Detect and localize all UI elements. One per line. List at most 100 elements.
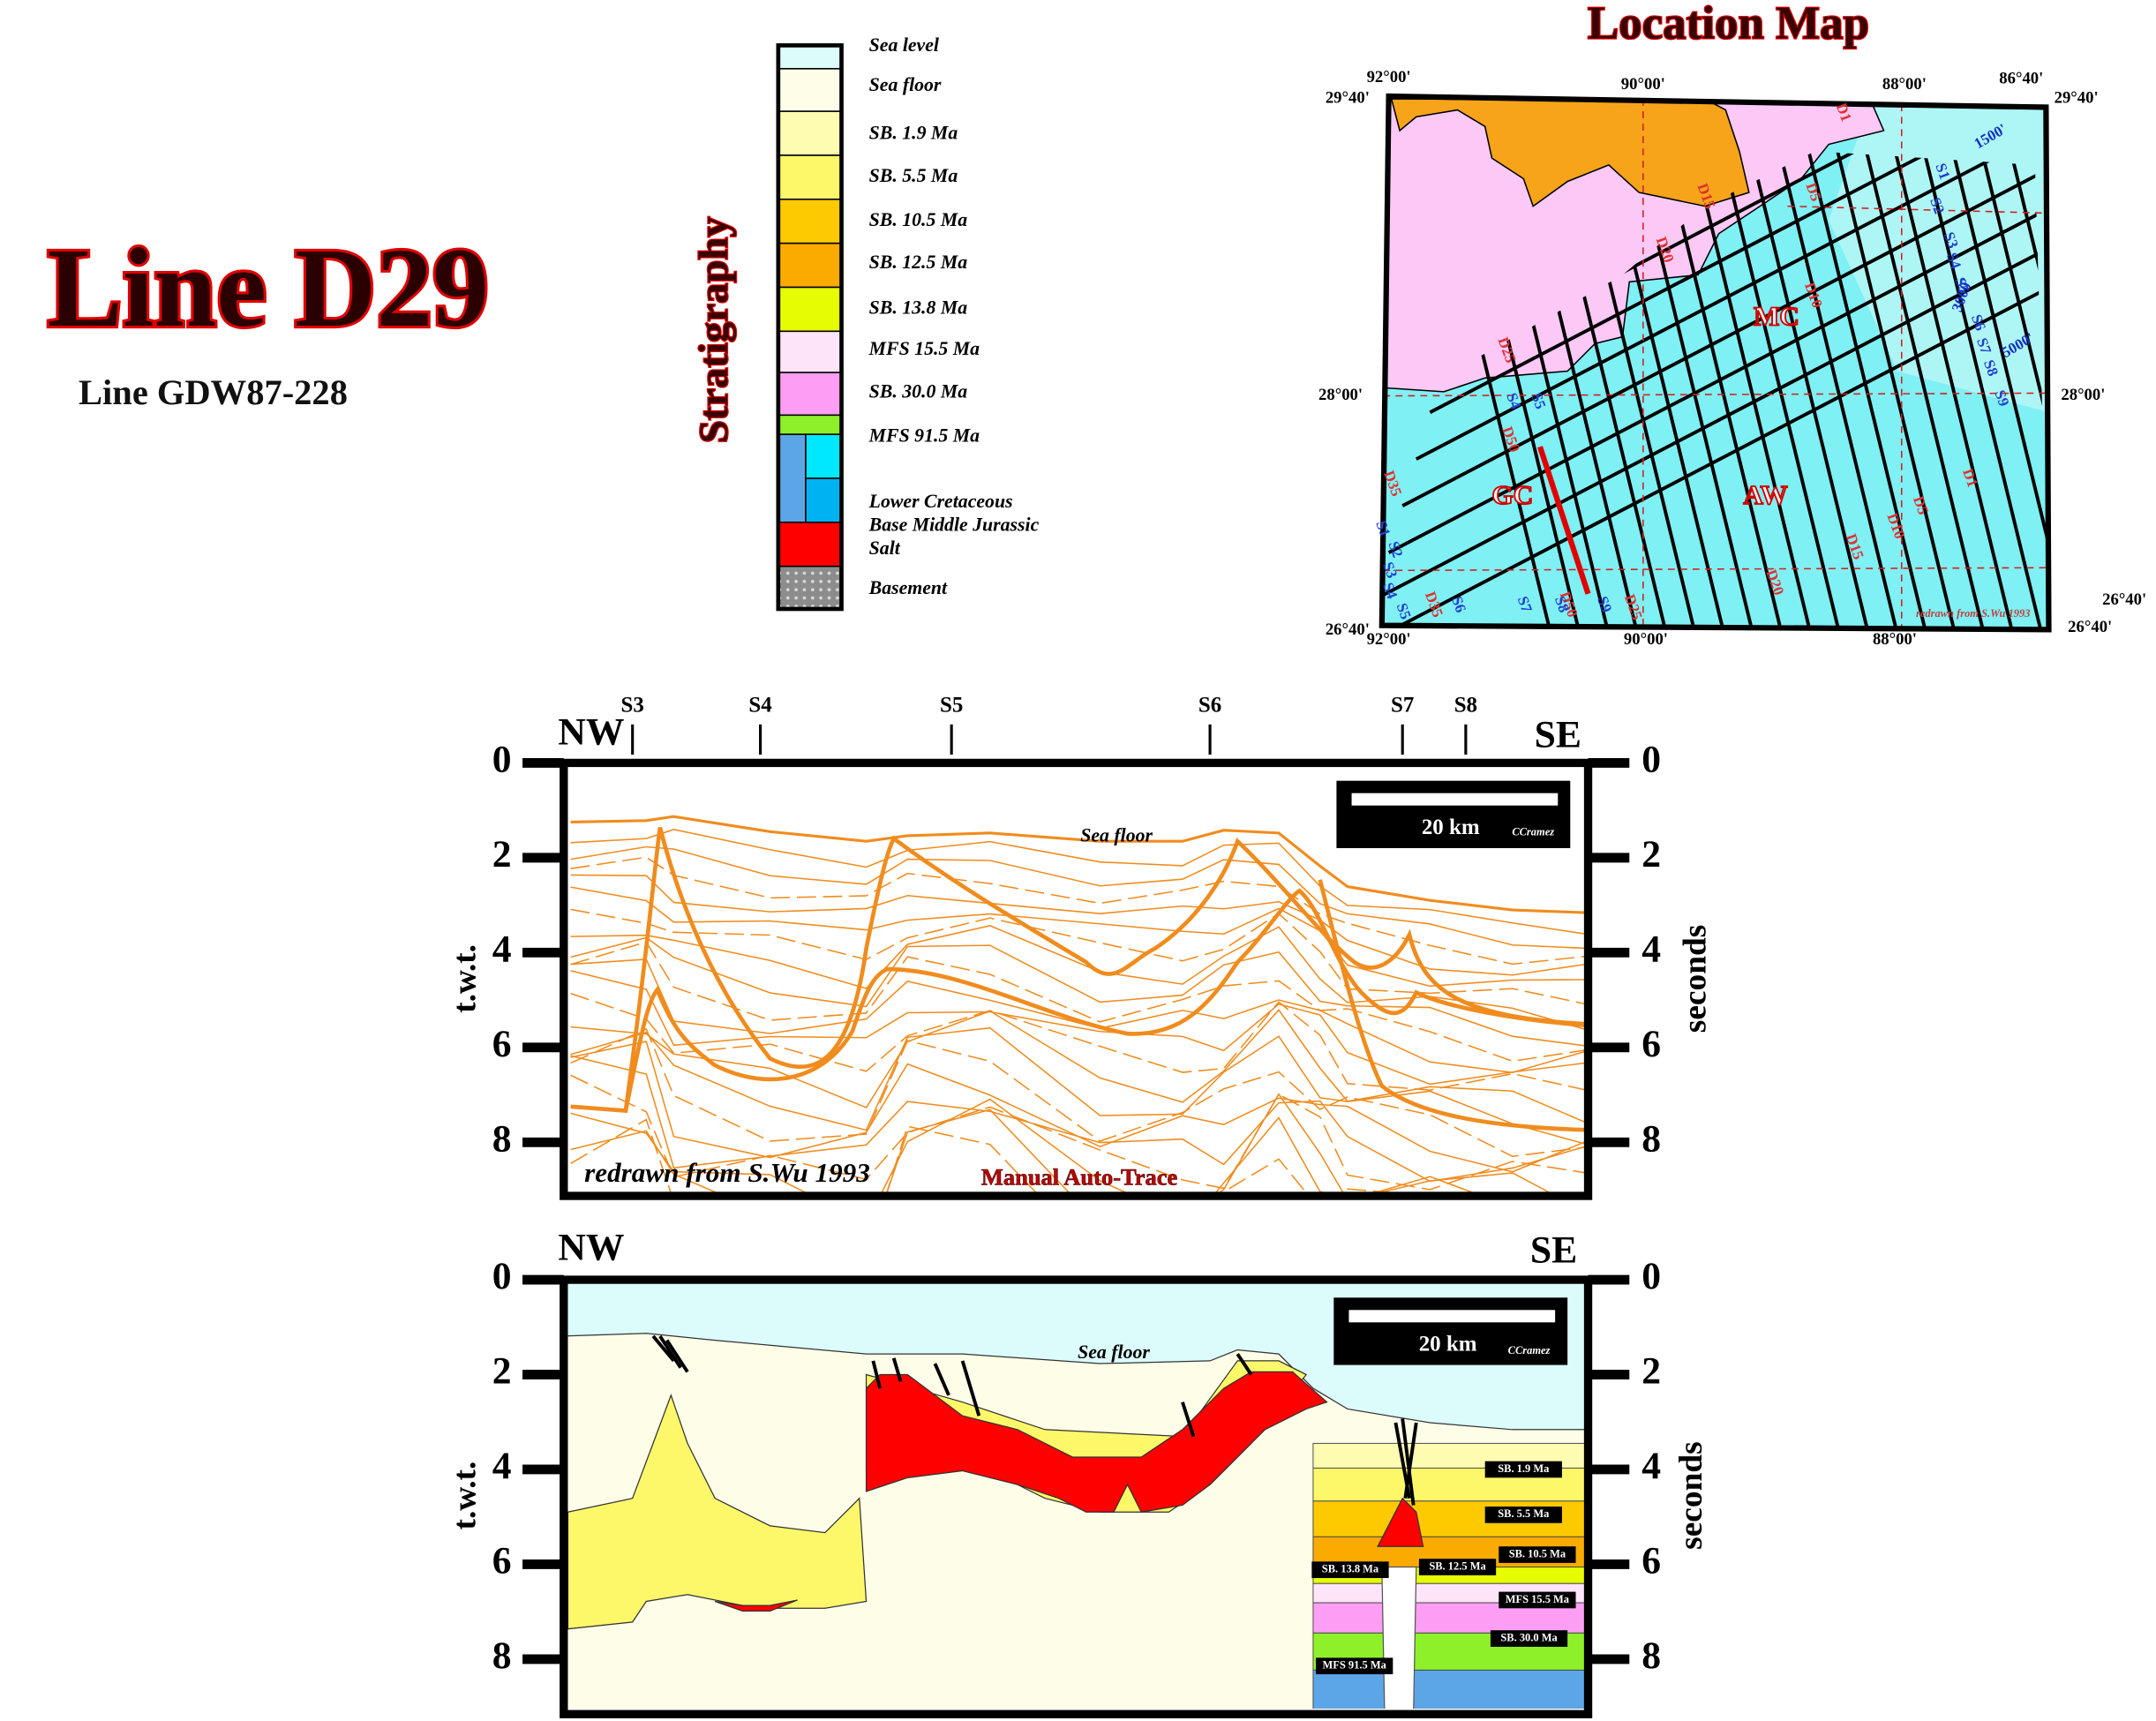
tick-label: 0 (1641, 1255, 1661, 1297)
map-label: 26°40' (2068, 618, 2112, 636)
strat-label: SB. 12.5 Ma (869, 252, 968, 273)
survey-line (1948, 151, 2049, 630)
survey-line (1381, 243, 2049, 630)
map-label: S7 (1514, 594, 1536, 615)
map-label: S3 (1941, 229, 1962, 250)
author: CCramez (1508, 1344, 1551, 1357)
scale-bar (1348, 1310, 1556, 1323)
strat-label: MFS 91.5 Ma (868, 425, 980, 446)
map-label: S6 (1968, 312, 1989, 334)
line-d29 (1537, 446, 1591, 595)
fault (960, 1360, 981, 1417)
author: CCramez (1512, 826, 1554, 838)
axis-label-right: seconds (1678, 925, 1714, 1033)
water (566, 1282, 1586, 1431)
strat-label: Salt (869, 537, 901, 559)
horizon-tag (1418, 1559, 1497, 1575)
map-label: S4 (1943, 251, 1964, 272)
map-label: 26°40' (1326, 620, 1370, 639)
tick-label: 2 (492, 1350, 512, 1393)
horizon-label: SB. 10.5 Ma (1509, 1547, 1566, 1559)
stratigraphy-legend: Sea level Sea floor SB. 1.9 Ma SB. 5.5 Ma SB… (776, 34, 1040, 612)
survey-lines (1381, 151, 2049, 630)
survey-line (2005, 151, 2049, 630)
method: Manual Auto-Trace (981, 1163, 1178, 1190)
fault (933, 1363, 950, 1396)
tick-label: 4 (1641, 928, 1661, 970)
survey-line (1919, 151, 2047, 630)
map-label: GC (1491, 479, 1533, 510)
strat-frame (776, 43, 844, 612)
tick-label: 2 (492, 833, 512, 876)
map-label: 28°00' (2061, 386, 2105, 404)
well-label: S3 (621, 693, 644, 717)
seismic-horizon (570, 856, 1586, 966)
sea-floor-label: Sea floor (1078, 1341, 1150, 1363)
sea-floor-label: Sea floor (1080, 825, 1153, 846)
horizon-tag (1316, 1657, 1394, 1675)
horizon-label: SB. 5.5 Ma (1498, 1507, 1550, 1520)
tick-label: 6 (492, 1539, 512, 1582)
survey-line (1717, 151, 1844, 630)
interpretation: 20 km CCramez Sea floor NW SE t.w.t. sec… (447, 1226, 1709, 1718)
well-label: S7 (1391, 693, 1414, 717)
tick-label: 4 (492, 928, 512, 970)
scale-bar (1351, 793, 1559, 806)
seismic-section: 20 km CCramez Sea floor redrawn from S.W… (447, 693, 1714, 1200)
horizon-tag (1490, 1630, 1568, 1647)
strat-label: Base Middle Jurassic (868, 515, 1040, 536)
tick-label: 6 (1641, 1539, 1661, 1582)
horizon-label: MFS 15.5 Ma (1506, 1593, 1570, 1605)
map-label: 28°00' (1318, 386, 1363, 404)
panel-frame (560, 758, 1593, 1200)
map-label: S2 (1927, 195, 1948, 215)
fault (1181, 1402, 1196, 1438)
horizon-tag (1499, 1546, 1576, 1563)
strat-label: Lower Cretaceous (868, 491, 1013, 512)
map-label: 29°40' (1326, 88, 1370, 107)
map-label: S4 (1379, 580, 1401, 601)
axis-label: t.w.t. (447, 944, 483, 1013)
seismic-horizon (570, 1009, 1586, 1124)
strat-box (778, 372, 843, 417)
strat-box (805, 477, 843, 523)
strat-label: Basement (868, 577, 948, 598)
survey-line (1832, 151, 1960, 630)
strat-label: Sea level (869, 34, 940, 56)
tick-label: 6 (492, 1023, 512, 1065)
map-label: S6 (1448, 594, 1469, 615)
strat-box (778, 286, 843, 333)
seismic-horizon (570, 829, 1586, 935)
map-label: S8 (1551, 594, 1573, 614)
seismic-horizon (570, 1027, 1586, 1158)
well-label: S4 (748, 693, 771, 717)
seismic-horizon (570, 970, 1586, 1086)
map-label: S9 (1991, 387, 2012, 408)
scale-label: 20 km (1422, 815, 1480, 839)
strat-label: SB. 30.0 Ma (869, 380, 968, 402)
fault (871, 1360, 883, 1389)
salt (865, 1371, 1328, 1513)
strat-box (778, 330, 843, 373)
map-label: S5 (1394, 601, 1415, 621)
seismic-horizon (570, 936, 1586, 1047)
diapir-gap (1381, 1566, 1417, 1709)
map-label: S9 (1594, 594, 1615, 614)
seismic-horizon (570, 886, 1586, 988)
survey-line (1381, 196, 2049, 601)
left-direction: NW (558, 710, 624, 753)
seismic-horizon (570, 1093, 1552, 1193)
sea-floor (570, 815, 1586, 914)
horizon-label: SB. 1.9 Ma (1498, 1462, 1550, 1475)
layer-fill (1312, 1669, 1586, 1709)
tick-label: 6 (1641, 1023, 1661, 1065)
axis-label: t.w.t. (447, 1462, 483, 1530)
axis-label-right: seconds (1673, 1441, 1709, 1550)
location-map: 92°00' 90°00' 88°00' 86°40' 92°00' 90°00' 88°0… (1318, 68, 2146, 649)
stratigraphy-heading: Stratigraphy (691, 216, 737, 443)
seismic-horizon (570, 1041, 1586, 1173)
scale-bar-box (1336, 780, 1571, 848)
map-label: 88°00' (1882, 75, 1927, 94)
well-label: S6 (1198, 693, 1221, 717)
